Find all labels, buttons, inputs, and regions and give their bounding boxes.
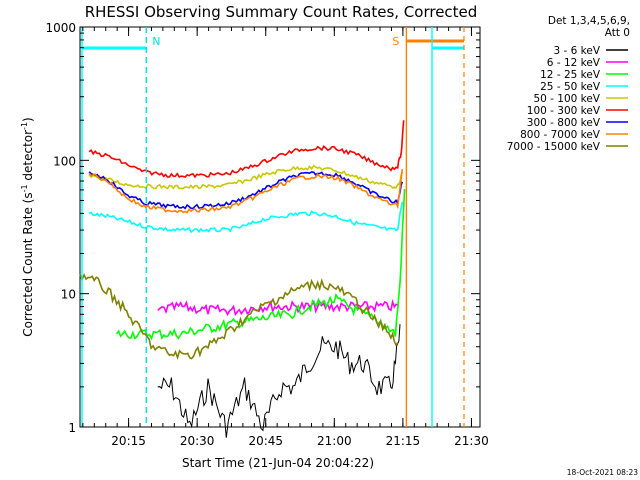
y-tick-label: 100 [53,154,76,168]
y-axis-label-exp1: -1 [20,184,29,192]
timestamp: 18-Oct-2021 08:23 [567,468,638,477]
y-axis-label-text: Corrected Count Rate (s [21,192,35,336]
y-axis-label-suffix: detector [21,130,35,185]
legend-label: 300 - 800 keV [527,117,601,129]
plot-area: N S 1 10 100 1000 20:15 20:30 20:45 21:00 21:15 21… [45,21,488,448]
x-axis-label: Start Time (21-Jun-04 20:04:22) [182,456,374,470]
legend-label: 7000 - 15000 keV [507,141,601,153]
y-axis-label-end: ) [21,117,35,122]
series-line [88,164,404,190]
y-tick-label: 1 [68,421,76,435]
legend-label: 800 - 7000 keV [520,129,601,141]
legend-label: 100 - 300 keV [527,105,601,117]
series-line [88,120,405,179]
x-tick-label: 21:15 [386,434,421,448]
x-tick-label: 20:45 [248,434,283,448]
x-tick-label: 21:30 [454,434,489,448]
chart-title: RHESSI Observing Summary Count Rates, Co… [85,3,478,21]
series-line [88,201,404,234]
y-tick-label: 1000 [45,21,76,35]
x-tick-label: 21:00 [317,434,352,448]
series-line [157,324,401,438]
series-line [88,169,404,214]
legend-label: 12 - 25 keV [540,69,601,81]
legend-label: 50 - 100 keV [533,93,600,105]
series-line [88,171,404,210]
legend-label: 25 - 50 keV [540,81,601,93]
series-line [115,189,406,341]
svg-text:Corrected Count Rate (s-1 dete: Corrected Count Rate (s-1 detector-1) [20,117,35,336]
x-tick-label: 20:15 [111,434,146,448]
y-axis-label-exp2: -1 [20,122,29,130]
annotation-label: S [392,35,399,48]
y-axis-label: Corrected Count Rate (s-1 detector-1) [20,117,35,336]
annotation-label: N [152,35,160,48]
legend-attenuator: Att 0 [605,27,630,39]
legend-label: 6 - 12 keV [547,57,601,69]
legend-label: 3 - 6 keV [553,45,600,57]
legend-detectors: Det 1,3,4,5,6,9, [548,15,630,27]
series-line [79,272,399,361]
x-tick-label: 20:30 [180,434,215,448]
plot-frame [79,26,481,428]
y-tick-label: 10 [61,288,76,302]
